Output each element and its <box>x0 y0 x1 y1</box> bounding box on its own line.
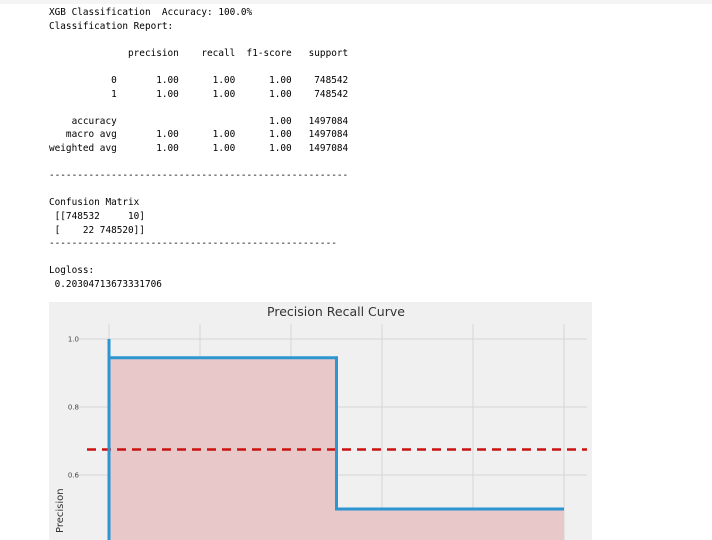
y-tick-labels: 1.0 0.8 0.6 <box>68 336 80 480</box>
output-line: 0.20304713673331706 <box>49 278 162 290</box>
y-tick-label: 0.8 <box>68 404 79 412</box>
output-line: XGB Classification Accuracy: 100.0% <box>49 7 253 18</box>
chart-title: Precision Recall Curve <box>267 304 405 319</box>
output-line: weighted avg 1.00 1.00 1.00 1497084 <box>49 142 349 154</box>
chart-svg: Precision Recall Curve 1.0 0.8 0.6 Precisi… <box>55 304 587 540</box>
output-line: [ 22 748520]] <box>49 224 145 236</box>
precision-recall-line <box>107 339 564 540</box>
precision-recall-chart: Precision Recall Curve 1.0 0.8 0.6 Precisi… <box>49 302 592 540</box>
output-line: [[748532 10] <box>49 210 145 222</box>
output-line: Confusion Matrix <box>49 197 140 209</box>
output-line: Logloss: <box>49 265 95 277</box>
output-line: Classification Report: <box>49 20 174 32</box>
output-line: 1 1.00 1.00 1.00 748542 <box>49 88 349 100</box>
output-line: accuracy 1.00 1497084 <box>49 115 349 127</box>
y-tick-label: 1.0 <box>68 336 79 344</box>
y-tick-label: 0.6 <box>68 472 80 480</box>
output-line: macro avg 1.00 1.00 1.00 1497084 <box>49 129 349 141</box>
output-line: ----------------------------------------… <box>49 238 337 250</box>
y-axis-label: Precision <box>55 488 66 533</box>
output-line: 0 1.00 1.00 1.00 748542 <box>49 74 349 86</box>
top-strip <box>0 0 712 4</box>
output-line: precision recall f1-score support <box>49 47 349 59</box>
cell-output-text: XGB Classification Accuracy: 100.0% Clas… <box>49 6 348 291</box>
output-line: ----------------------------------------… <box>49 170 349 182</box>
series-group <box>87 339 587 540</box>
